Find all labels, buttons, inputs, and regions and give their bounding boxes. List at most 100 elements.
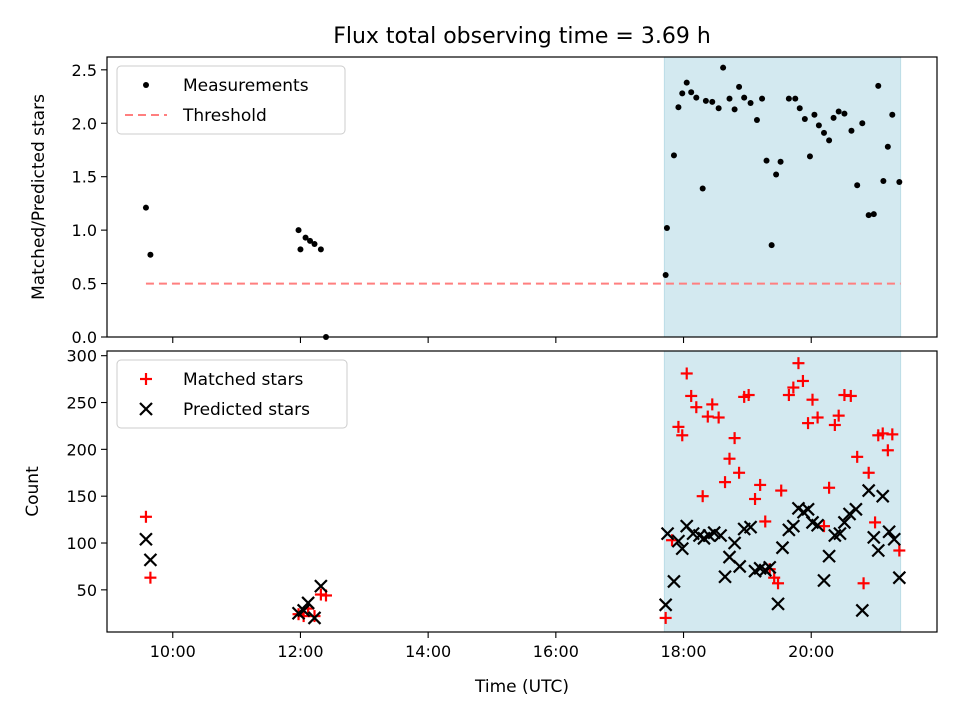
y-tick-label: 50 [77,581,97,600]
data-point [772,577,785,590]
data-point [867,530,881,545]
y-tick-label: 1.5 [72,168,97,187]
legend-label: Threshold [182,106,267,126]
data-point [893,544,906,557]
data-point [301,596,315,610]
y-axis-label: Count [23,466,43,517]
data-point [727,536,742,550]
data-point [865,212,872,219]
legend-box [116,65,346,135]
chart-title: Flux total observing time = 3.69 h [333,24,711,49]
x-tick-label: 18:00 [660,642,706,661]
data-point [777,158,784,165]
data-point [732,559,747,574]
y-tick-label: 2.5 [72,61,97,80]
data-point [741,94,748,101]
data-point [754,478,767,491]
data-point [307,611,322,625]
data-point [833,526,847,541]
data-point [685,389,698,402]
data-point [889,111,896,118]
x-tick-label: 16:00 [533,642,579,661]
data-point [792,357,805,370]
data-point [832,409,845,422]
data-point [773,171,780,178]
y-tick-label: 200 [66,440,97,459]
data-point [811,411,824,424]
data-point [841,110,848,117]
data-point [822,549,836,563]
data-point [671,534,686,548]
x-tick-label: 10:00 [150,642,196,661]
data-point [742,389,755,402]
data-point [782,389,795,402]
legend: Measurements Threshold [116,65,346,135]
data-point [884,143,891,150]
data-point [307,237,314,244]
ratio-panel: 0.0 0.5 1.0 1.5 2.0 2.5 Matched/Predicted star… [29,56,938,347]
data-point [702,97,709,104]
data-point [736,83,743,90]
x-tick-label: 20:00 [788,642,834,661]
data-point [660,526,675,541]
data-point [857,577,870,590]
data-point [880,177,887,184]
y-tick-label: 100 [66,534,97,553]
data-point [892,570,907,585]
data-point [842,507,857,521]
data-point [302,234,309,241]
data-point [810,518,825,532]
data-point [699,185,706,192]
data-point [849,502,863,517]
y-tick-label: 2.0 [72,114,97,133]
data-point [718,569,732,584]
data-point [723,452,736,465]
data-point [663,224,670,231]
data-point [830,114,837,121]
data-point [731,106,738,113]
data-point [835,108,842,115]
data-point [785,95,792,102]
legend-marker [140,373,152,385]
data-point [676,429,689,442]
data-point [896,179,903,186]
data-point [837,515,852,530]
data-point [820,129,827,136]
observing-span-highlight [663,56,902,338]
data-point [887,532,902,547]
data-point [670,152,677,159]
data-point [854,182,861,189]
data-point [667,574,681,589]
data-point [875,82,882,89]
series-predicted-stars [139,483,907,625]
data-point [848,127,855,134]
legend: Matched stars Predicted stars [116,359,348,429]
legend-marker [143,82,149,88]
data-point [871,543,886,558]
data-point [675,541,690,556]
data-point [690,401,703,414]
data-point [815,122,822,129]
data-point [658,598,673,612]
data-point [713,528,728,543]
data-point [726,95,733,102]
data-point [296,603,311,618]
series-measurements [142,64,903,340]
data-point [688,89,695,96]
data-point [768,242,775,249]
data-point [869,516,882,529]
data-point [709,98,716,105]
data-point [308,610,321,623]
data-point [733,466,746,479]
data-point [802,417,815,430]
data-point [680,367,693,380]
plot-frame [106,350,938,633]
data-point [759,515,772,528]
data-point [801,502,815,517]
data-point [796,105,803,112]
data-point [706,398,719,411]
data-point [753,117,760,124]
data-point [796,374,809,387]
data-point [728,432,741,445]
